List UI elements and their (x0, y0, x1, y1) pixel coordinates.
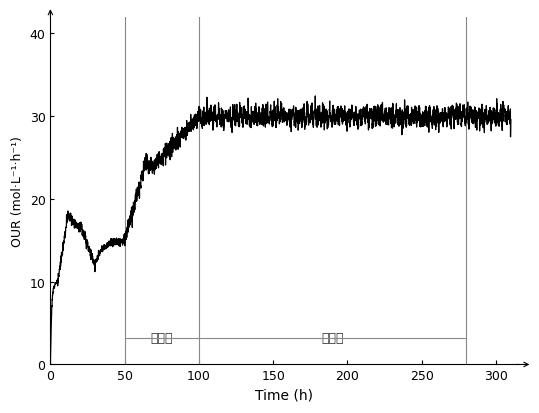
X-axis label: Time (h): Time (h) (255, 388, 313, 402)
Y-axis label: OUR (mol·L⁻¹·h⁻¹): OUR (mol·L⁻¹·h⁻¹) (11, 136, 24, 247)
Text: 稳定期: 稳定期 (321, 332, 344, 344)
Text: 上升期: 上升期 (150, 332, 173, 344)
